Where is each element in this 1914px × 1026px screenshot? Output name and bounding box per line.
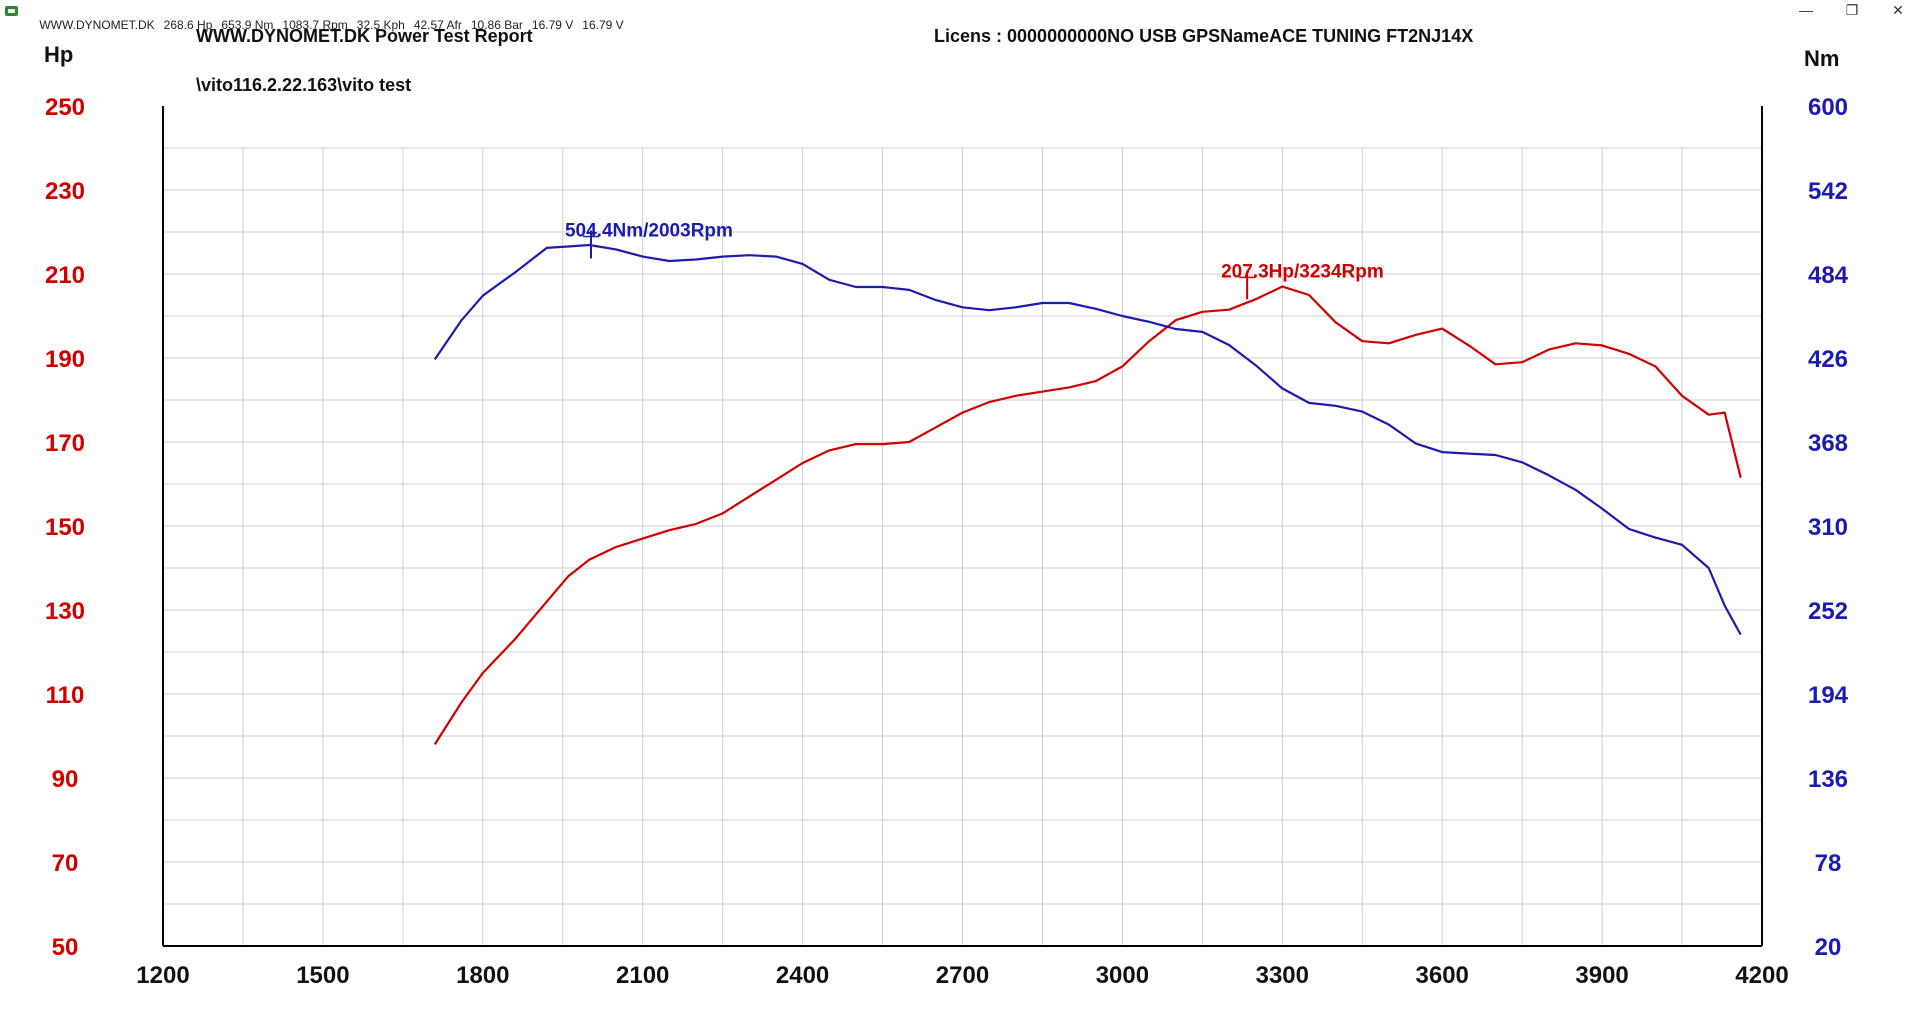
restore-button[interactable]: ❐ <box>1829 0 1875 22</box>
right-tick-label: 542 <box>1808 178 1848 205</box>
status-torque: 653.9 Nm <box>221 18 274 32</box>
x-tick-label: 1500 <box>296 962 349 989</box>
license-info: Licens : 0000000000NO USB GPSNameACE TUN… <box>934 26 1473 46</box>
right-tick-label: 484 <box>1808 262 1849 289</box>
x-tick-label: 2700 <box>936 962 989 989</box>
status-afr: 42.57 Afr <box>413 18 462 32</box>
minimize-icon: — <box>1799 2 1813 18</box>
right-tick-label: 600 <box>1808 94 1848 121</box>
left-tick-label: 150 <box>45 514 85 541</box>
left-tick-label: 130 <box>45 598 85 625</box>
x-tick-label: 3600 <box>1416 962 1469 989</box>
annotations: 504.4Nm/2003Rpm 207.3Hp/3234Rpm <box>565 220 1384 300</box>
series-line-nm <box>433 243 1742 636</box>
close-button[interactable]: ✕ <box>1875 0 1914 22</box>
status-speed: 32.5 Kph <box>356 18 405 32</box>
right-tick-label: 310 <box>1808 514 1848 541</box>
right-tick-label: 368 <box>1808 430 1848 457</box>
left-tick-label: 90 <box>52 766 79 793</box>
left-tick-label: 70 <box>52 850 79 877</box>
x-tick-label: 3300 <box>1256 962 1309 989</box>
status-boost: 10.86 Bar <box>470 18 523 32</box>
right-tick-label: 426 <box>1808 346 1848 373</box>
x-tick-label: 3000 <box>1096 962 1149 989</box>
left-tick-label: 50 <box>52 934 79 961</box>
app-icon <box>5 6 18 16</box>
left-tick-label: 210 <box>45 262 85 289</box>
right-axis-label: Nm <box>1804 46 1839 71</box>
peak-label: 504.4Nm/2003Rpm <box>565 220 733 241</box>
status-voltage-1: 16.79 V <box>531 18 574 32</box>
x-tick-label: 3900 <box>1575 962 1628 989</box>
left-tick-label: 190 <box>45 346 85 373</box>
status-readout: WWW.DYNOMET.DK 268.6 Hp 653.9 Nm 1083.7 Rpm… <box>26 4 633 46</box>
x-tick-label: 1800 <box>456 962 509 989</box>
right-tick-label: 136 <box>1808 766 1848 793</box>
x-tick-label: 1200 <box>136 962 189 989</box>
close-icon: ✕ <box>1892 2 1904 18</box>
restore-icon: ❐ <box>1845 2 1859 18</box>
x-tick-label: 4200 <box>1735 962 1788 989</box>
right-tick-label: 78 <box>1815 850 1842 877</box>
report-title: WWW.DYNOMET.DK Power Test Report <box>196 26 533 46</box>
left-tick-label: 250 <box>45 94 85 121</box>
peak-label: 207.3Hp/3234Rpm <box>1221 261 1384 282</box>
series-line-hp <box>433 285 1742 745</box>
series-lines <box>433 243 1742 745</box>
status-rpm: 1083.7 Rpm <box>282 18 348 32</box>
grid <box>163 147 1762 946</box>
status-voltage-2: 16.79 V <box>582 18 624 32</box>
title-bar: WWW.DYNOMET.DK 268.6 Hp 653.9 Nm 1083.7 Rpm… <box>0 0 1914 32</box>
left-axis-label: Hp <box>44 42 73 67</box>
status-power: 268.6 Hp <box>163 18 213 32</box>
left-tick-label: 230 <box>45 178 85 205</box>
x-tick-label: 2100 <box>616 962 669 989</box>
axes <box>162 106 1763 947</box>
right-tick-label: 252 <box>1808 598 1848 625</box>
x-tick-label: 2400 <box>776 962 829 989</box>
left-tick-label: 110 <box>46 682 85 709</box>
tick-labels: 250 230 210 190 170 150 130 110 90 70 50 600 542 484 4… <box>45 94 1849 989</box>
minimize-button[interactable]: — <box>1783 0 1829 22</box>
right-tick-label: 194 <box>1808 682 1849 709</box>
file-path: \vito116.2.22.163\vito test <box>196 75 411 95</box>
status-site: WWW.DYNOMET.DK <box>39 18 155 32</box>
right-tick-label: 20 <box>1815 934 1842 961</box>
left-tick-label: 170 <box>45 430 85 457</box>
